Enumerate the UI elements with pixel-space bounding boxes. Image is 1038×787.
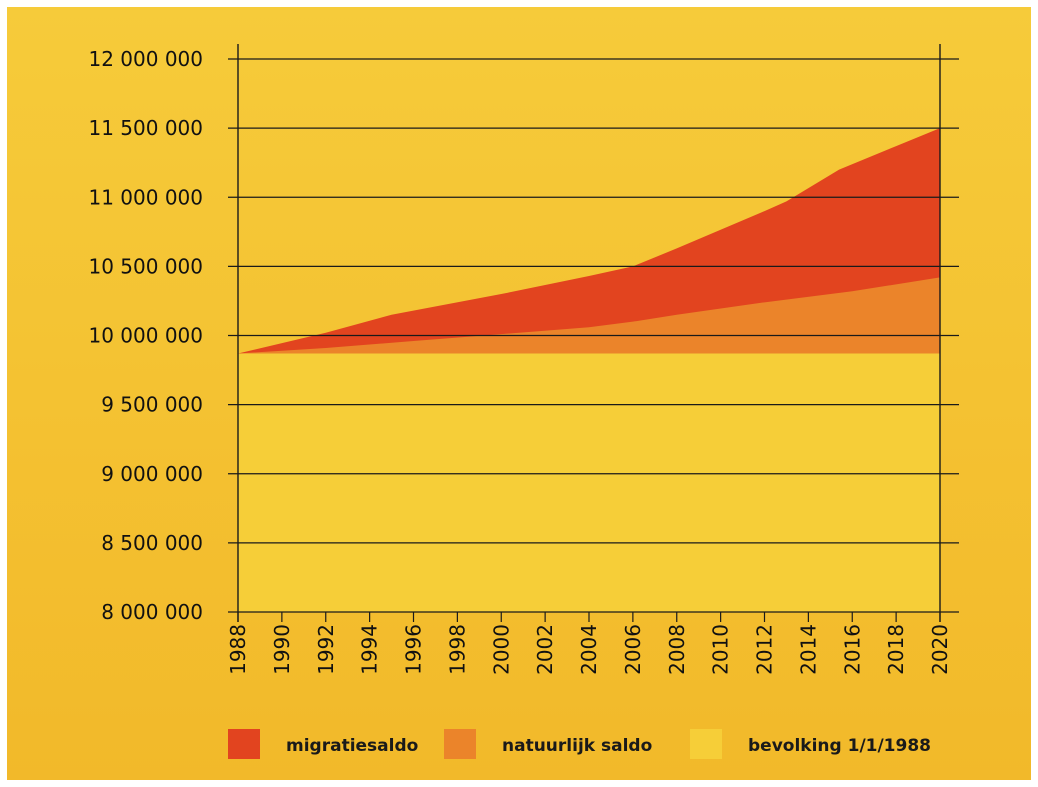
x-tick-label: 1994 bbox=[358, 624, 382, 675]
y-tick-label: 8 000 000 bbox=[101, 600, 203, 624]
x-tick-label: 2004 bbox=[577, 624, 601, 675]
gridlines bbox=[228, 58, 959, 613]
y-tick-label: 9 500 000 bbox=[101, 393, 203, 417]
x-tick-label: 2000 bbox=[489, 624, 513, 675]
y-tick-label: 12 000 000 bbox=[88, 47, 203, 71]
x-tick-label: 1992 bbox=[314, 624, 338, 675]
x-tick-label: 2006 bbox=[621, 624, 645, 675]
area-migratiesaldo bbox=[238, 128, 940, 354]
x-tick-label: 2020 bbox=[928, 624, 952, 675]
x-tick-label: 1998 bbox=[445, 624, 469, 675]
x-tick-label: 2018 bbox=[884, 624, 908, 675]
x-tick-labels: 1988 1990 1992 1994 1996 1998 2000 2002 2004 2006… bbox=[226, 624, 952, 675]
area-layer bbox=[238, 128, 940, 612]
axes bbox=[237, 44, 941, 622]
legend-label-bevolking: bevolking 1/1/1988 bbox=[748, 736, 931, 756]
y-tick-label: 8 500 000 bbox=[101, 531, 203, 555]
y-tick-label: 11 000 000 bbox=[88, 185, 203, 209]
area-bevolking bbox=[238, 353, 940, 612]
x-tick-label: 2010 bbox=[709, 624, 733, 675]
y-tick-labels: 8 000 000 8 500 000 9 000 000 9 500 000 10 0… bbox=[88, 47, 203, 624]
y-tick-label: 10 500 000 bbox=[88, 254, 203, 278]
legend-label-migratiesaldo: migratiesaldo bbox=[286, 736, 418, 756]
x-tick-label: 2016 bbox=[840, 624, 864, 675]
x-tick-label: 1988 bbox=[226, 624, 250, 675]
x-tick-label: 2002 bbox=[533, 624, 557, 675]
x-tick-label: 2014 bbox=[796, 624, 820, 675]
legend-swatch-bevolking bbox=[690, 729, 722, 759]
x-tick-label: 2008 bbox=[665, 624, 689, 675]
legend-label-natuurlijk-saldo: natuurlijk saldo bbox=[502, 736, 652, 756]
legend: migratiesaldo natuurlijk saldo bevolking 1… bbox=[228, 729, 931, 759]
y-tick-label: 10 000 000 bbox=[88, 324, 203, 348]
x-tick-label: 1990 bbox=[270, 624, 294, 675]
y-tick-label: 11 500 000 bbox=[88, 116, 203, 140]
y-tick-label: 9 000 000 bbox=[101, 462, 203, 486]
area-natuurlijk-saldo bbox=[238, 277, 940, 354]
x-tick-label: 1996 bbox=[402, 624, 426, 675]
legend-swatch-natuurlijk-saldo bbox=[444, 729, 476, 759]
x-tick-label: 2012 bbox=[753, 624, 777, 675]
legend-swatch-migratiesaldo bbox=[228, 729, 260, 759]
